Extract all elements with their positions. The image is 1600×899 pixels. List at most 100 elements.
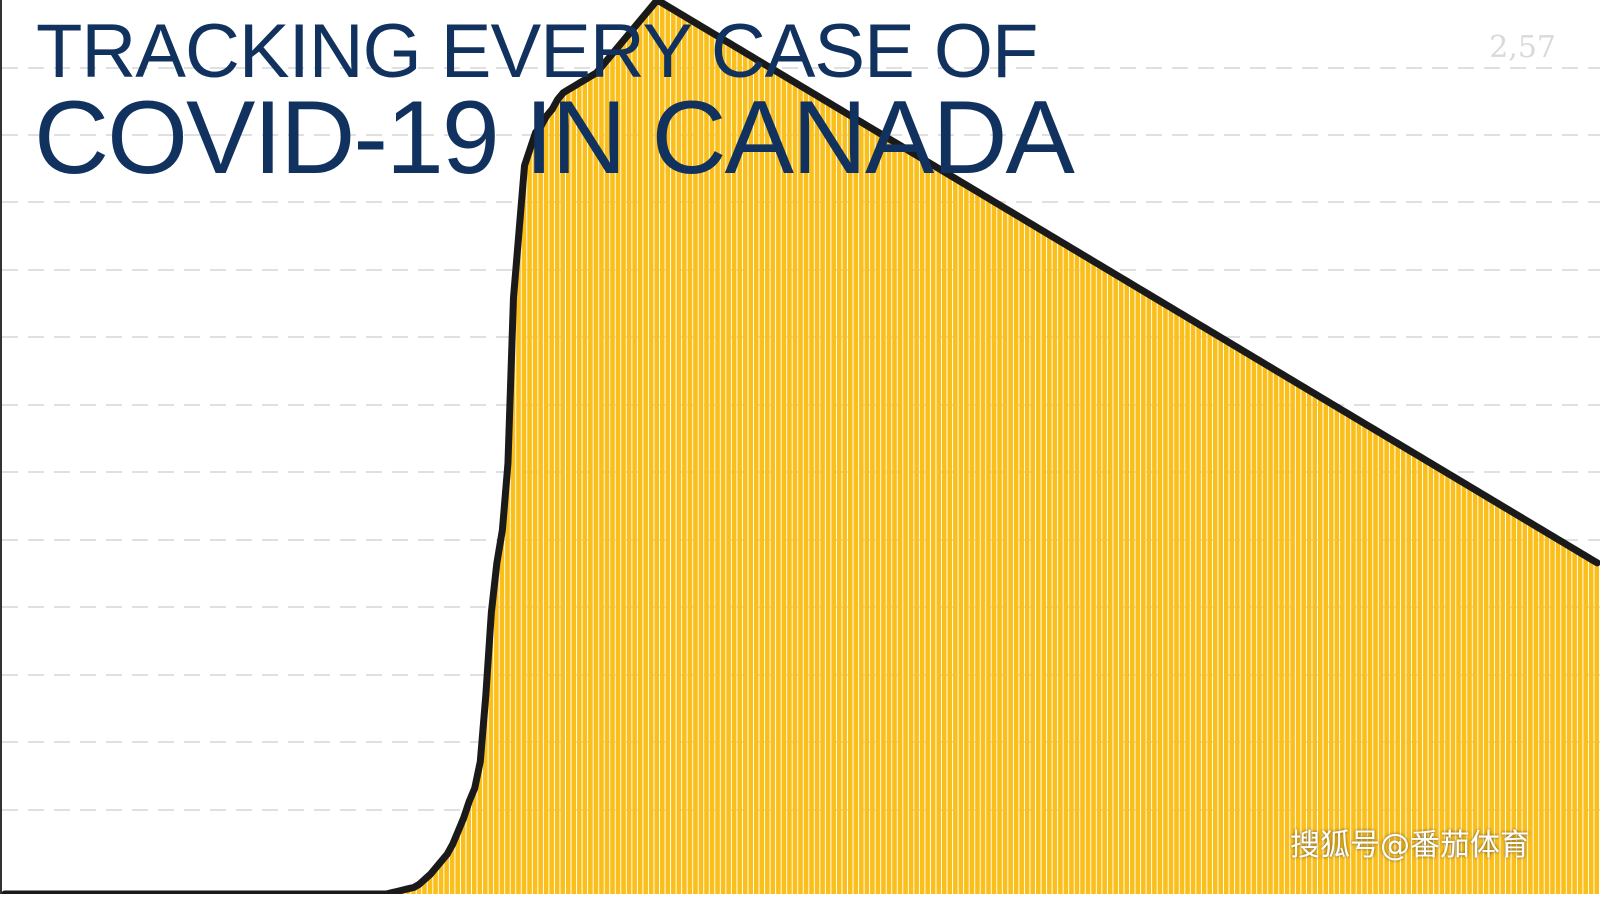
bar-118 — [654, 0, 659, 894]
bar-84 — [466, 801, 471, 894]
bar-267 — [1478, 493, 1483, 894]
bar-119 — [660, 3, 665, 895]
bar-249 — [1378, 433, 1384, 894]
bar-125 — [693, 23, 698, 895]
bar-257 — [1423, 460, 1428, 894]
bar-80 — [444, 854, 449, 894]
bar-105 — [582, 79, 588, 895]
bar-255 — [1412, 453, 1417, 894]
bar-127 — [704, 29, 709, 895]
bar-288 — [1594, 562, 1599, 894]
bar-218 — [1207, 331, 1212, 894]
bar-104 — [577, 82, 582, 894]
bar-245 — [1356, 420, 1362, 894]
bar-233 — [1290, 380, 1295, 894]
bar-78 — [433, 867, 438, 894]
bar-76 — [422, 879, 427, 894]
bar-142 — [787, 79, 792, 895]
bar-247 — [1367, 427, 1373, 894]
bar-190 — [1052, 238, 1058, 894]
bar-130 — [720, 39, 726, 895]
bar-156 — [864, 125, 870, 894]
bar-228 — [1262, 364, 1268, 895]
bar-239 — [1323, 400, 1329, 894]
bar-225 — [1246, 354, 1251, 894]
bar-96 — [532, 132, 538, 894]
bar-112 — [621, 39, 626, 895]
bar-160 — [886, 139, 892, 894]
bar-111 — [615, 46, 621, 895]
bar-266 — [1472, 490, 1478, 894]
bar-236 — [1306, 390, 1312, 894]
bar-126 — [698, 26, 704, 895]
bar-210 — [1163, 304, 1168, 894]
bar-144 — [798, 86, 803, 895]
bar-189 — [1047, 235, 1052, 895]
bar-169 — [936, 168, 941, 894]
bar-195 — [1080, 254, 1085, 894]
bar-274 — [1517, 516, 1522, 894]
bar-115 — [637, 19, 643, 895]
bar-82 — [455, 831, 460, 894]
bar-284 — [1572, 549, 1577, 894]
bar-271 — [1500, 506, 1505, 894]
bar-270 — [1494, 503, 1500, 894]
bar-106 — [588, 76, 593, 894]
bar-258 — [1428, 463, 1434, 894]
bar-132 — [731, 46, 737, 895]
bar-276 — [1528, 523, 1533, 894]
bar-221 — [1224, 341, 1229, 894]
bar-196 — [1085, 258, 1091, 894]
bar-98 — [543, 115, 549, 894]
bar-253 — [1400, 447, 1406, 894]
bar-158 — [875, 132, 881, 894]
bar-285 — [1577, 552, 1583, 894]
bar-272 — [1506, 509, 1511, 894]
bar-117 — [648, 6, 654, 895]
bar-165 — [914, 155, 919, 894]
bar-178 — [986, 198, 991, 895]
bar-103 — [571, 86, 577, 895]
bar-155 — [859, 122, 864, 894]
bar-254 — [1406, 450, 1411, 894]
bar-123 — [682, 16, 687, 895]
bar-264 — [1461, 483, 1467, 894]
bar-224 — [1240, 350, 1246, 895]
bar-145 — [803, 89, 809, 894]
chart-title-line-1: TRACKING EVERY CASE OF — [36, 9, 1038, 94]
bar-263 — [1456, 480, 1461, 894]
bar-137 — [759, 62, 765, 895]
bar-193 — [1069, 248, 1074, 894]
bar-147 — [814, 96, 820, 894]
bar-243 — [1345, 413, 1351, 894]
bar-248 — [1373, 430, 1378, 894]
bar-244 — [1351, 417, 1356, 894]
bar-159 — [881, 135, 886, 894]
bar-140 — [776, 72, 781, 895]
bar-213 — [1179, 314, 1185, 894]
bar-252 — [1395, 443, 1400, 894]
bar-108 — [599, 66, 604, 895]
bar-202 — [1118, 278, 1124, 894]
bar-157 — [870, 129, 875, 894]
bar-124 — [687, 19, 693, 895]
bar-153 — [848, 115, 853, 894]
bar-286 — [1583, 556, 1588, 894]
bar-131 — [726, 43, 731, 895]
bar-135 — [748, 56, 753, 895]
bar-101 — [560, 92, 565, 894]
bar-174 — [964, 185, 969, 895]
bar-222 — [1229, 344, 1235, 894]
bar-237 — [1312, 394, 1317, 894]
bar-97 — [538, 125, 543, 894]
bar-194 — [1074, 251, 1080, 894]
bar-250 — [1384, 437, 1389, 894]
bar-241 — [1334, 407, 1340, 894]
bars-layer — [389, 0, 1599, 895]
bar-109 — [604, 59, 610, 895]
bar-192 — [1063, 245, 1069, 894]
bar-242 — [1340, 410, 1345, 894]
y-tick-label-max: 2,57 — [1489, 30, 1556, 65]
bar-259 — [1434, 466, 1439, 894]
